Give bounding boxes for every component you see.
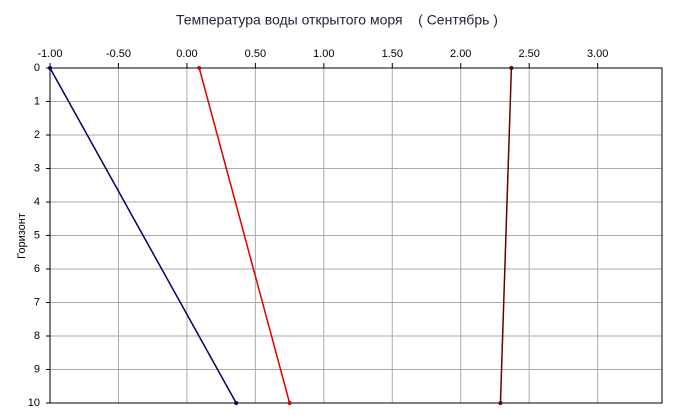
point — [509, 66, 514, 70]
y-tick-label: 1 — [34, 95, 40, 107]
y-tick-label: 4 — [34, 196, 40, 208]
point — [234, 401, 239, 405]
x-tick-label: -0.50 — [106, 48, 131, 60]
y-tick-label: 9 — [34, 363, 40, 375]
y-axis-label: Горизонт — [16, 213, 28, 259]
x-tick-label: -1.00 — [37, 48, 62, 60]
point — [197, 66, 202, 70]
x-tick-label: 0.50 — [245, 48, 266, 60]
chart-title: Температура воды открытого моря ( Сентяб… — [176, 12, 498, 28]
x-tick-label: 2.00 — [450, 48, 471, 60]
x-tick-label: 2.50 — [518, 48, 539, 60]
point — [48, 66, 52, 70]
y-tick-label: 6 — [34, 263, 40, 275]
line — [198, 67, 291, 404]
y-tick-label: 3 — [34, 162, 40, 174]
x-tick-label: 3.00 — [587, 48, 608, 60]
x-tick-label: 1.00 — [313, 48, 334, 60]
y-tick-label: 2 — [34, 129, 40, 141]
y-tick-label: 5 — [34, 229, 40, 241]
y-tick-label: 8 — [34, 330, 40, 342]
point — [498, 401, 503, 405]
line — [49, 67, 237, 404]
y-tick-label: 7 — [34, 296, 40, 308]
x-tick-label: 1.50 — [382, 48, 403, 60]
line — [499, 67, 513, 404]
y-tick-label: 10 — [28, 397, 40, 409]
point — [287, 401, 292, 405]
plot-frame — [49, 67, 663, 404]
y-tick-label: 0 — [34, 62, 40, 74]
x-tick-label: 0.00 — [176, 48, 197, 60]
